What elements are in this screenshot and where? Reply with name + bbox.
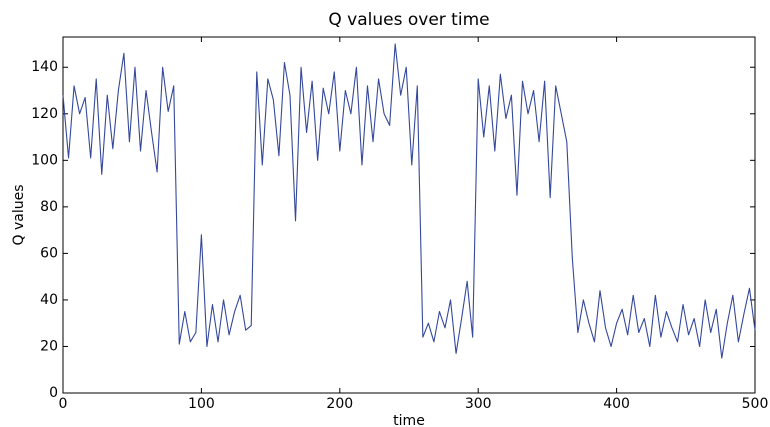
y-tick-label: 120 <box>31 106 58 122</box>
x-tick-label: 100 <box>188 396 215 412</box>
x-tick-label: 200 <box>326 396 353 412</box>
x-axis-label: time <box>393 413 425 427</box>
x-tick-label: 300 <box>465 396 492 412</box>
x-tick-label: 400 <box>603 396 630 412</box>
y-tick-label: 0 <box>49 385 58 401</box>
y-tick-label: 20 <box>40 338 58 354</box>
y-tick-label: 100 <box>31 152 58 168</box>
y-tick-label: 40 <box>40 292 58 308</box>
series-line <box>62 43 756 359</box>
y-axis-label: Q values <box>11 184 27 245</box>
y-tick-label: 60 <box>40 245 58 261</box>
y-tick-label: 80 <box>40 199 58 215</box>
x-tick-label: 500 <box>742 396 769 412</box>
y-tick-label: 140 <box>31 59 58 75</box>
chart-title: Q values over time <box>328 10 489 30</box>
x-tick-label: 0 <box>59 396 68 412</box>
plot-frame <box>62 36 756 394</box>
